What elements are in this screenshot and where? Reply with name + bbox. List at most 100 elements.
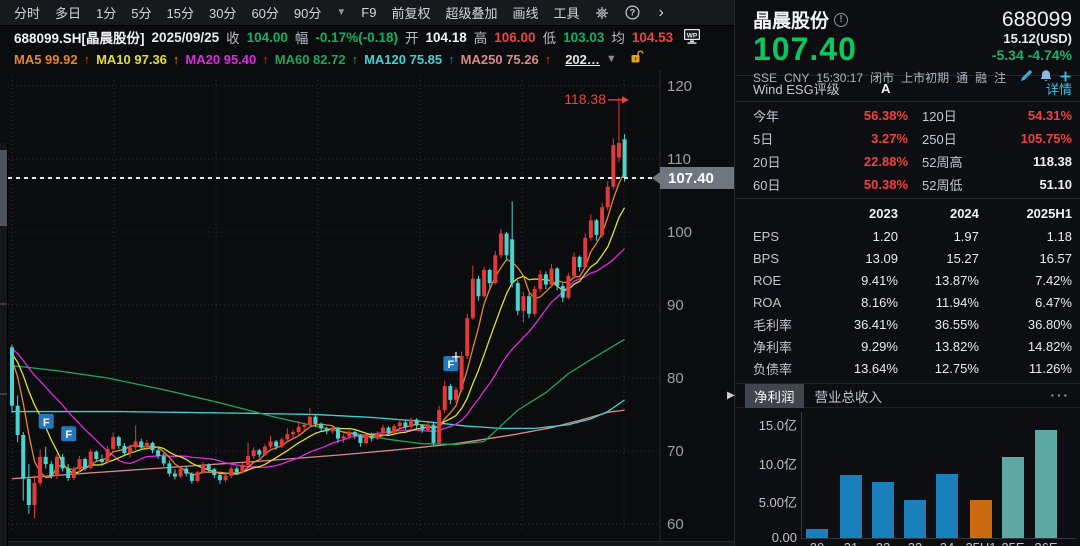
toolbar-period-多日[interactable]: 多日: [55, 6, 82, 21]
return-value: 105.75%: [1020, 131, 1072, 146]
fin-cell: ROE: [753, 272, 782, 288]
toolbar-period-15分[interactable]: 15分: [166, 6, 194, 21]
quote-field-value: 104.53: [631, 29, 674, 45]
quote-field-value: -0.17%(-0.18): [315, 29, 398, 45]
ma-period-dropdown[interactable]: 202…: [565, 51, 600, 67]
quote-field-value: 104.00: [246, 29, 288, 45]
return-value: 51.10: [1039, 177, 1072, 192]
ma-value-MA10: MA10 97.36: [96, 51, 167, 67]
toolbar-period-90分[interactable]: 90分: [293, 6, 322, 21]
svg-text:F: F: [43, 417, 50, 429]
toolbar-period-60分[interactable]: 60分: [251, 6, 279, 21]
fin-cell: 36.80%: [1027, 316, 1072, 332]
candlestick-chart[interactable]: F F F 118.38 107.40 120 110 100 90 80 70 60: [0, 70, 734, 541]
toolbar-action-前复权[interactable]: 前复权: [391, 6, 431, 21]
return-value: 54.31%: [1027, 108, 1072, 123]
fin-cell: 36.41%: [853, 316, 898, 332]
last-price-tag: 107.40: [652, 166, 734, 189]
help-icon[interactable]: ?: [625, 5, 640, 20]
ma-up-arrow-icon: ↑: [544, 51, 552, 67]
quote-field-value: 106.00: [494, 29, 536, 45]
bar-22: [872, 482, 894, 538]
fin-cell: BPS: [753, 250, 780, 266]
pane-splitter[interactable]: [0, 541, 734, 546]
pencil-icon[interactable]: [1019, 69, 1033, 86]
return-row: 60日 50.38% 52周低 51.10: [735, 173, 1080, 196]
status-token: 闭市: [870, 71, 895, 85]
panel-chart-tabs: 净利润 营业总收入 ···: [735, 383, 1080, 408]
event-flag-icon[interactable]: F: [443, 356, 459, 372]
bar-category-label: 25H1: [959, 540, 1003, 546]
bar-category-label: 23: [893, 540, 937, 546]
status-token: SSE: [753, 70, 778, 85]
price-axis-label: 90: [667, 297, 684, 314]
more-options-icon[interactable]: ···: [1050, 388, 1070, 403]
fin-cell: 13.87%: [934, 272, 979, 288]
esg-detail-link[interactable]: 详情: [1045, 82, 1072, 97]
usd-price: 15.12(USD): [1003, 31, 1072, 46]
toolbar-more-chevron-icon[interactable]: ›: [658, 3, 664, 21]
bar-baseline: [801, 538, 1076, 539]
return-label: 5日: [753, 132, 774, 147]
fin-header-cell: 2024: [949, 206, 979, 221]
svg-text:F: F: [447, 359, 454, 371]
toolbar-period-5分[interactable]: 5分: [131, 6, 152, 21]
bar-25H1: [970, 500, 992, 538]
profit-bar-chart: 15.0亿 10.0亿 5.00亿 0.00202122232425H125E26E: [735, 408, 1080, 546]
panel-collapse-handle[interactable]: ▶: [727, 390, 735, 401]
event-flag-icon[interactable]: F: [38, 413, 54, 429]
esg-row: Wind ESG评级 A 详情: [735, 76, 1080, 102]
panel-header: 晶晨股份 ! 688099 107.40 15.12(USD) -5.34 -4…: [735, 0, 1080, 85]
bar-21: [840, 475, 862, 538]
fin-table-row: BPS 13.09 15.27 16.57: [735, 247, 1080, 269]
bar-24: [936, 474, 958, 538]
ma-value-MA5: MA5 99.92: [14, 51, 78, 67]
period-dropdown-icon[interactable]: ▼: [336, 7, 347, 18]
fin-cell: 9.29%: [861, 338, 898, 354]
bell-icon[interactable]: [1039, 69, 1053, 86]
ma-value-MA250: MA250 75.26: [460, 51, 539, 67]
bar-20: [806, 529, 828, 538]
fin-cell: 9.41%: [861, 272, 898, 288]
toolbar-action-工具[interactable]: 工具: [553, 6, 580, 21]
bar-category-label: 25E: [991, 540, 1035, 546]
fin-cell: 1.20: [872, 228, 898, 244]
toolbar-action-超级叠加[interactable]: 超级叠加: [445, 6, 498, 21]
quote-field-value: 104.18: [425, 29, 467, 45]
status-token: 通: [956, 71, 969, 85]
fin-cell: 12.75%: [934, 360, 979, 376]
ma-value-MA120: MA120 75.85: [364, 51, 443, 67]
fin-cell: 11.94%: [935, 294, 979, 310]
tab-净利润[interactable]: 净利润: [745, 383, 804, 408]
return-value: 56.38%: [863, 108, 908, 123]
price-axis-label: 110: [667, 151, 691, 168]
chevron-down-icon[interactable]: ▼: [605, 53, 617, 65]
stock-name: 晶晨股份: [753, 11, 830, 32]
toolbar-period-1分[interactable]: 1分: [96, 6, 117, 21]
toolbar-period-分时[interactable]: 分时: [14, 6, 41, 21]
unlock-icon[interactable]: [629, 50, 644, 68]
tab-营业总收入[interactable]: 营业总收入: [814, 389, 883, 405]
return-label: 60日: [753, 178, 781, 193]
return-value: 22.88%: [863, 154, 908, 169]
ma-up-arrow-icon: ↑: [448, 51, 455, 67]
fin-cell: 毛利率: [753, 317, 793, 333]
fin-cell: 1.18: [1046, 228, 1072, 244]
wp-monitor-icon[interactable]: WP: [682, 27, 702, 48]
toolbar-period-30分[interactable]: 30分: [208, 6, 237, 21]
financial-table: 2023 2024 2025H1 EPS 1.20 1.97 1.18 BPS 13.09 15.…: [735, 199, 1080, 384]
status-row: SSE CNY 15:30:17 闭市 上市初期通融注: [753, 69, 1072, 86]
fin-table-row: 净利率 9.29% 13.82% 14.82%: [735, 335, 1080, 357]
gear-icon[interactable]: [595, 5, 610, 20]
toolbar-f9-button[interactable]: F9: [361, 5, 377, 20]
return-value: 118.38: [1032, 154, 1072, 169]
bar-category-label: 21: [829, 540, 873, 546]
ma-value-MA60: MA60 82.72: [274, 51, 346, 67]
add-icon[interactable]: [1059, 70, 1072, 86]
svg-text:?: ?: [629, 8, 635, 18]
fin-cell: 36.55%: [934, 316, 979, 332]
toolbar-action-画线[interactable]: 画线: [512, 6, 539, 21]
info-icon[interactable]: !: [834, 12, 849, 27]
event-flag-icon[interactable]: F: [61, 426, 77, 442]
quote-field-label: 低: [542, 31, 557, 46]
